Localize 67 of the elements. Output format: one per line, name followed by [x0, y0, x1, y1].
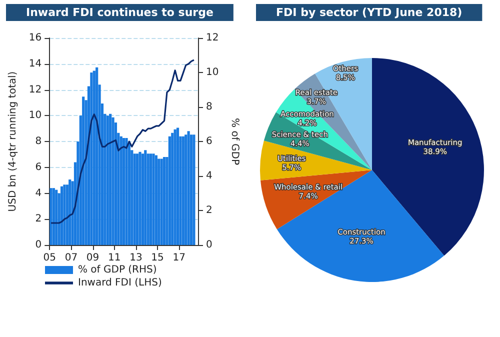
x-tick-label: 09: [86, 252, 100, 264]
x-tick-label: 05: [43, 252, 56, 264]
bar: [55, 190, 58, 245]
bar: [90, 72, 93, 245]
y-tick-label: 6: [35, 162, 42, 173]
bar: [158, 158, 160, 245]
y-tick-label: 12: [28, 84, 42, 96]
bar: [92, 70, 96, 245]
bar: [192, 134, 196, 245]
x-tick-label: 11: [108, 252, 121, 264]
line-series: [50, 59, 195, 224]
bar: [152, 154, 155, 245]
y-axis-title: USD bn (4-qtr running total): [8, 71, 18, 212]
bar: [187, 131, 190, 245]
bar: [109, 114, 112, 245]
bar: [138, 152, 142, 245]
bar: [52, 188, 55, 245]
chart-title: Inward FDI continues to surge: [26, 6, 214, 19]
bar: [60, 186, 64, 245]
bar: [176, 128, 180, 245]
y-tick-label: 2: [35, 214, 42, 225]
legend-label: Inward FDI (LHS): [78, 278, 162, 288]
y-tick-label: 14: [28, 58, 42, 70]
bar: [160, 158, 163, 245]
bar: [133, 154, 136, 245]
bar: [82, 96, 85, 245]
x-tick-label: 13: [130, 252, 142, 264]
bar: [141, 154, 144, 245]
bar: [68, 179, 72, 245]
y2-tick-label: 12: [206, 32, 219, 44]
y-tick-label: 8: [35, 136, 42, 147]
bar: [63, 184, 66, 245]
bar: [125, 138, 128, 245]
y2-axis-title: % of GDP: [229, 118, 240, 165]
bar: [144, 150, 147, 245]
x-tick-label: 07: [64, 252, 78, 264]
bar: [50, 188, 52, 245]
bar: [171, 132, 174, 245]
legend-label: % of GDP (RHS): [78, 264, 157, 276]
bar: [122, 138, 126, 245]
y2-tick-label: 0: [206, 240, 212, 250]
bar: [184, 134, 188, 245]
bar: [146, 154, 150, 245]
y2-tick-label: 2: [206, 205, 212, 216]
x-tick-label: 15: [151, 252, 164, 264]
y2-tick-label: 6: [206, 136, 212, 147]
bar: [106, 116, 109, 245]
y-tick-label: 4: [35, 188, 42, 199]
bar: [136, 154, 139, 245]
bar: [154, 155, 158, 245]
y2-tick-label: 8: [206, 102, 212, 112]
bar: [174, 129, 176, 245]
chart-title: FDI by sector (YTD June 2018): [276, 6, 462, 19]
bar: [162, 157, 166, 245]
y-tick-label: 16: [28, 32, 42, 44]
bar: [168, 136, 171, 245]
y-tick-label: 0: [35, 240, 42, 250]
x-tick-label: 17: [172, 252, 186, 264]
bar: [120, 136, 122, 245]
y2-tick-label: 10: [206, 67, 219, 78]
bar: [190, 134, 193, 245]
y-tick-label: 10: [28, 110, 42, 122]
bar: [182, 136, 184, 245]
bar: [112, 117, 114, 245]
bar: [149, 154, 152, 245]
y2-tick-label: 4: [206, 170, 212, 182]
bar: [96, 67, 98, 245]
